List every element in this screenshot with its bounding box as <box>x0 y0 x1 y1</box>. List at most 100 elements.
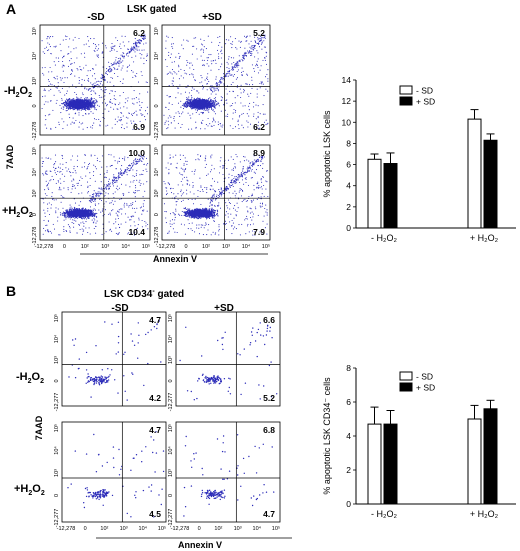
bar-chart-0-y-tick-label-3: 6 <box>346 160 351 170</box>
bar-chart-1-category-0: - H₂O₂ <box>371 509 397 519</box>
panel-a-flow-2-frame <box>39 144 151 241</box>
panel-a-flow-2-x-tick-4: 10⁴ <box>121 243 130 250</box>
bar-chart-1-legend-label-0: - SD <box>416 372 433 382</box>
panel-b-flow-3-x-tick-3: 10³ <box>234 526 242 532</box>
panel-b-flow-3-ticks: 10⁵ 10⁴ 10³ 0 -12,277-12,278 0 10² 10³ 10⁴ 10⁵ <box>167 424 280 532</box>
panel-b-flow-2-y-tick-1: 10⁴ <box>53 446 60 455</box>
bar-chart-0-bar-0-1 <box>383 163 398 229</box>
panel-b-flow-2-top-right-value: 4.7 <box>149 425 161 435</box>
panel-a-flow-0-y-tick-4: -12,278 <box>32 122 38 141</box>
bar-chart-1-legend-swatch-0 <box>399 371 413 381</box>
panel-a-flow-3-dots <box>163 153 269 236</box>
panel-b-flow-3-top-right-value: 6.8 <box>263 425 275 435</box>
panel-a-x-axis-label: Annexin V <box>153 254 197 264</box>
panel-b-flow-0-dots <box>68 320 162 401</box>
bar-chart-1-y-tick-label-4: 8 <box>346 363 351 373</box>
panel-b-flow-2-x-tick-2: 10² <box>100 526 108 532</box>
panel-b-flow-3-dots <box>183 434 275 517</box>
panel-b-flow-0-frame <box>61 311 167 407</box>
panel-a-flow-0-y-tick-2: 10³ <box>32 77 38 85</box>
panel-a-col-label-plus-sd: +SD <box>202 12 222 23</box>
panel-a-flow-2-y-tick-4: -12,278 <box>32 227 38 246</box>
panel-a-flow-3-y-tick-0: 10⁵ <box>153 147 160 155</box>
bar-chart-0-bar-1-1 <box>483 139 498 229</box>
svg-text:+H2O2: +H2O2 <box>14 483 45 497</box>
panel-a-flow-1-y-tick-2: 10³ <box>154 77 160 85</box>
bar-chart-0-legend-swatch-1 <box>399 96 413 106</box>
panel-b-flow-2-x-tick-5: 10⁵ <box>158 525 166 532</box>
panel-b-flow-3-y-tick-1: 10⁴ <box>167 446 174 455</box>
panel-a-flow-2-plot: 10.0 10.4 <box>39 144 151 241</box>
panel-a-flow-2-y-tick-3: 0 <box>32 213 38 216</box>
panel-a-flow-3-y-tick-4: -12,278 <box>154 227 160 246</box>
panel-b-flow-2-x-tick-1: 0 <box>84 526 87 532</box>
panel-b-flow-1-y-tick-2: 10³ <box>168 356 174 364</box>
panel-a-flow-1-y-tick-0: 10⁵ <box>153 27 160 35</box>
panel-b-flow-2-x-tick-4: 10⁴ <box>139 525 148 532</box>
panel-a-flow-0-bottom-right-value: 6.9 <box>133 122 145 132</box>
panel-b-flow-1-top-right-value: 6.6 <box>263 315 275 325</box>
panel-b-flow-2-y-tick-2: 10³ <box>54 469 60 477</box>
panel-a-flow-1-y-tick-3: 0 <box>154 104 160 107</box>
bar-chart-1: 0 2 4 6 8 % apoptotic LSK CD34⁻ cells - H₂O₂ + … <box>322 363 516 519</box>
bar-chart-1-y-tick-label-1: 2 <box>346 465 351 475</box>
panel-a-flow-3-x-tick-2: 10² <box>202 244 210 250</box>
panel-a-flow-1-y-tick-4: -12,278 <box>154 122 160 141</box>
panel-a-flow-1-bottom-right-value: 6.2 <box>253 122 265 132</box>
bar-chart-0-bar-1-0 <box>467 118 482 229</box>
panel-a-flow-3-frame <box>161 144 271 241</box>
panel-a-label: A <box>6 1 16 17</box>
panel-b-col-label-minus-sd: -SD <box>111 303 128 314</box>
panel-b-flow-2-plot: 4.7 4.5 <box>61 421 167 523</box>
panel-b-flow-1-dots <box>179 322 278 401</box>
bar-chart-0-y-tick-label-0: 0 <box>346 223 351 233</box>
bar-chart-0-y-tick-label-1: 2 <box>346 202 351 212</box>
panel-b-flow-2-y-tick-3: 0 <box>54 494 60 497</box>
panel-b-label: B <box>6 283 16 299</box>
panel-a-flow-2-x-tick-3: 10³ <box>101 244 109 250</box>
panel-b-flow-0-y-tick-3: 0 <box>54 379 60 382</box>
panel-b-flow-3-x-tick-5: 10⁵ <box>272 525 280 532</box>
panel-b-flow-2-y-tick-4: -12,277 <box>54 509 60 528</box>
panel-b-flow-0-y-tick-4: -12,277 <box>54 393 60 412</box>
bar-chart-1-bar-1-0 <box>467 418 482 505</box>
panel-a-flow-0-frame <box>39 24 151 136</box>
bar-chart-1-legend-label-1: + SD <box>416 383 435 393</box>
panel-b-flow-0-y-tick-1: 10⁴ <box>53 334 60 343</box>
panel-b-flow-2-ticks: 10⁵ 10⁴ 10³ 0 -12,277-12,278 0 10² 10³ 10⁴ 10⁵ <box>53 424 166 532</box>
bar-chart-1-legend-swatch-1 <box>399 382 413 392</box>
panel-a-flow-2-y-tick-2: 10³ <box>32 189 38 197</box>
bar-chart-0-legend-label-0: - SD <box>416 86 433 96</box>
panel-a-flow-2-x-tick-0: -12,278 <box>35 244 54 250</box>
panel-a-flow-2-x-tick-5: 10⁵ <box>142 243 150 250</box>
panel-a-flow-2-dots <box>41 153 149 236</box>
panel-a-flow-1-plot: 5.2 6.2 <box>161 24 271 136</box>
panel-b-flow-1-y-tick-1: 10⁴ <box>167 334 174 343</box>
bar-chart-1-bar-1-1 <box>483 408 498 505</box>
panel-b-flow-1-plot: 6.6 5.2 <box>175 311 281 407</box>
panel-b-flow-1-bottom-right-value: 5.2 <box>263 393 275 403</box>
panel-b-flow-2-x-tick-0: -12,278 <box>57 526 76 532</box>
panel-b-flow-0-top-right-value: 4.7 <box>149 315 161 325</box>
bar-chart-1-bar-0-1 <box>383 423 398 505</box>
bar-chart-0-legend-swatch-0 <box>399 85 413 95</box>
panel-b-flow-0-plot: 4.7 4.2 <box>61 311 167 407</box>
panel-b-x-axis-label: Annexin V <box>178 540 222 550</box>
panel-a-flow-2-y-tick-1: 10⁴ <box>31 167 38 176</box>
panel-a-flow-3-top-right-value: 8.9 <box>253 148 265 158</box>
panel-a-row-label-minus-h2o2: -H2O2 <box>4 85 32 99</box>
panel-a-flow-3-y-tick-2: 10³ <box>154 189 160 197</box>
bar-chart-1-y-label: % apoptotic LSK CD34⁻ cells <box>322 377 332 495</box>
panel-a-flow-0-top-right-value: 6.2 <box>133 28 145 38</box>
panel-b-flow-1-ticks: 10⁵ 10⁴ 10³ 0 -12,277 <box>167 314 174 412</box>
panel-b-flow-3-x-tick-0: -12,278 <box>171 526 190 532</box>
bar-chart-0-bar-0-0 <box>367 158 382 229</box>
panel-b-flow-0-ticks: 10⁵ 10⁴ 10³ 0 -12,277 <box>53 314 60 412</box>
panel-a-col-label-minus-sd: -SD <box>87 12 104 23</box>
panel-a-flow-1-frame <box>161 24 271 136</box>
panel-a-flow-2-ticks: 10⁵ 10⁴ 10³ 0 -12,278-12,278 0 10² 10³ 10⁴ 10⁵ <box>31 147 150 250</box>
panel-b-flow-2-bottom-right-value: 4.5 <box>149 509 161 519</box>
panel-a-header: LSK gated <box>127 4 176 15</box>
panel-b-col-label-plus-sd: +SD <box>214 303 234 314</box>
panel-a-flow-0-y-tick-0: 10⁵ <box>31 27 38 35</box>
